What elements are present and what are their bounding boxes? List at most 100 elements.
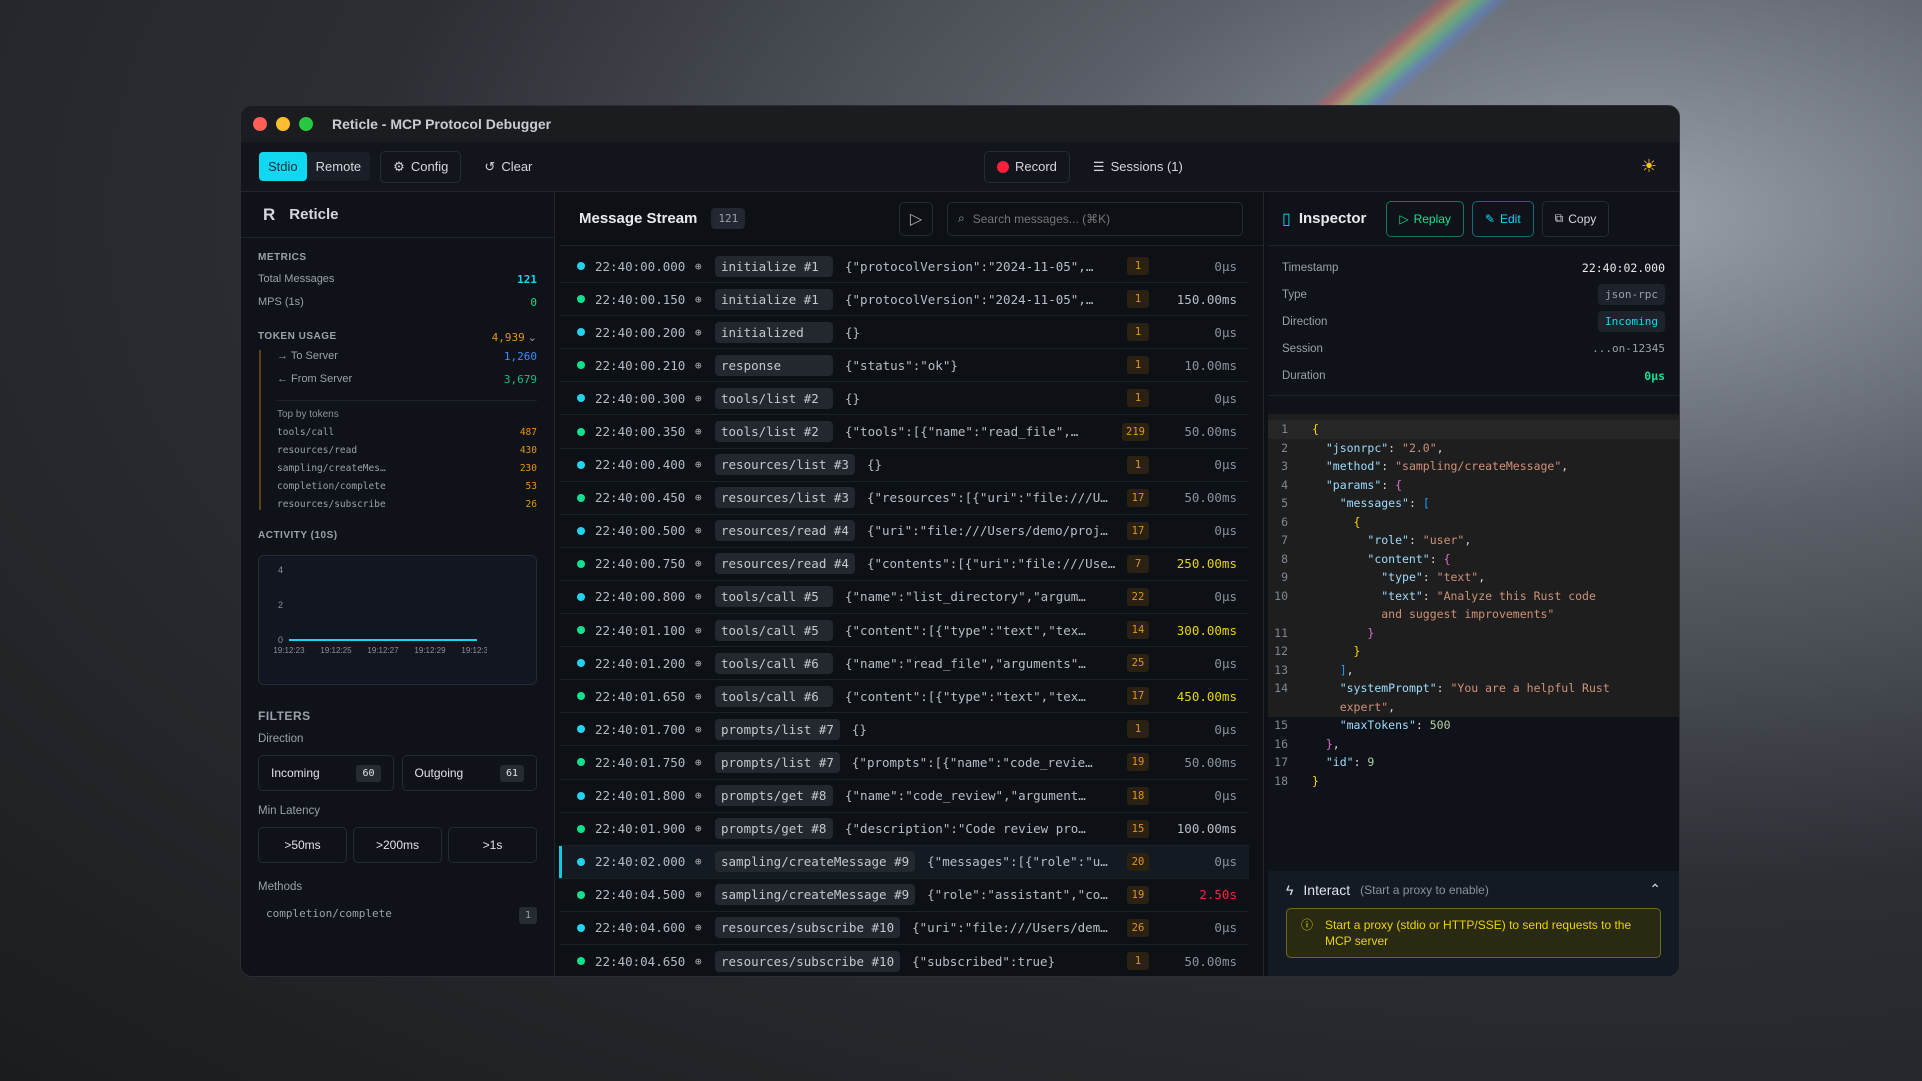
sessions-label: Sessions (1) [1110, 159, 1183, 174]
message-row[interactable]: 22:40:01.650 ⊕ tools/call #6 {"content":… [559, 680, 1249, 714]
message-row[interactable]: 22:40:04.650 ⊕ resources/subscribe #10 {… [559, 945, 1249, 976]
message-row[interactable]: 22:40:04.500 ⊕ sampling/createMessage #9… [559, 879, 1249, 912]
arrow-up-circle-icon: ⊕ [695, 425, 702, 439]
wallpaper-streak [1238, 0, 1562, 110]
row-payload: {"tools":[{"name":"read_file",… [845, 424, 1079, 440]
theme-toggle-sun-icon[interactable]: ☀ [1640, 156, 1657, 176]
row-timestamp: 22:40:00.300 [595, 390, 686, 406]
row-payload: {"role":"assistant","co… [927, 887, 1108, 903]
filter-incoming[interactable]: Incoming 60 [258, 755, 394, 791]
message-row[interactable]: 22:40:00.200 ⊕ initialized {} 1 0µs [559, 316, 1249, 350]
message-row[interactable]: 22:40:00.450 ⊕ resources/list #3 {"resou… [559, 482, 1249, 515]
row-latency: 50.00ms [1184, 953, 1237, 969]
clear-label: Clear [501, 159, 533, 174]
line-content: "systemPrompt": "You are a helpful Rust … [1339, 681, 1610, 714]
arrow-down-circle-icon: ⊕ [695, 789, 702, 803]
message-row[interactable]: 22:40:00.400 ⊕ resources/list #3 {} 1 0µ… [559, 449, 1249, 482]
line-content: ], [1339, 662, 1354, 677]
latency-200ms[interactable]: >200ms [353, 827, 442, 863]
message-row[interactable]: 22:40:01.100 ⊕ tools/call #5 {"content":… [559, 614, 1249, 648]
mode-remote[interactable]: Remote [315, 159, 362, 174]
inspector-panel: ▯ Inspector ▷ Replay ✎ Edit ⧉ Copy Timestam… [1268, 192, 1679, 976]
token-usage-toggle[interactable]: TOKEN USAGE 4,939 ⌄ [258, 331, 537, 344]
method-filter-item[interactable]: completion/complete 1 [258, 907, 537, 924]
copy-label: Copy [1568, 211, 1597, 226]
row-tokens: 1 [1127, 455, 1149, 474]
play-button[interactable]: ▷ [899, 201, 933, 236]
interact-title: Interact [1303, 881, 1351, 898]
x-tick-label: 19:12:27 [367, 646, 399, 655]
line-content: "text": "Analyze this Rust code and sugg… [1381, 588, 1596, 622]
message-row[interactable]: 22:40:00.000 ⊕ initialize #1 {"protocolV… [559, 250, 1249, 284]
message-row[interactable]: 22:40:01.800 ⊕ prompts/get #8 {"name":"c… [559, 780, 1249, 813]
row-method: resources/list #3 [715, 454, 855, 476]
type-label: Type [1282, 288, 1307, 301]
close-button[interactable] [253, 117, 267, 131]
row-latency: 0µs [1214, 721, 1237, 737]
row-timestamp: 22:40:01.700 [595, 721, 686, 737]
message-metadata: Timestamp 22:40:02.000 Type json-rpc Direc… [1268, 246, 1679, 396]
message-row[interactable]: 22:40:01.750 ⊕ prompts/list #7 {"prompts… [559, 746, 1249, 780]
message-row[interactable]: 22:40:00.750 ⊕ resources/read #4 {"conte… [559, 548, 1249, 581]
message-row[interactable]: 22:40:01.200 ⊕ tools/call #6 {"name":"re… [559, 647, 1249, 681]
line-content: "content": { [1367, 551, 1451, 566]
copy-button[interactable]: ⧉ Copy [1541, 200, 1610, 237]
config-button[interactable]: ⚙ Config [380, 150, 462, 183]
outgoing-count: 61 [499, 764, 524, 782]
message-row[interactable]: 22:40:00.300 ⊕ tools/list #2 {} 1 0µs [559, 382, 1249, 416]
row-tokens: 1 [1127, 257, 1149, 276]
code-line: 13 ], [1268, 661, 1679, 680]
line-number: 16 [1274, 736, 1288, 751]
chevron-up-icon[interactable]: ⌃ [1649, 881, 1661, 897]
maximize-button[interactable] [299, 117, 313, 131]
code-line: 4 "params": { [1268, 476, 1679, 495]
line-number: 5 [1281, 496, 1288, 510]
direction-dot [577, 824, 585, 833]
mode-stdio[interactable]: Stdio [259, 152, 307, 181]
sessions-button[interactable]: ☰ Sessions (1) [1080, 151, 1196, 183]
filter-outgoing[interactable]: Outgoing 61 [401, 755, 537, 791]
replay-button[interactable]: ▷ Replay [1386, 200, 1464, 237]
message-row[interactable]: 22:40:02.000 ⊕ sampling/createMessage #9… [559, 845, 1249, 879]
x-tick-label: 19:12:25 [320, 646, 352, 655]
x-tick-label: 19:12:23 [273, 646, 305, 655]
search-input[interactable] [972, 211, 1213, 226]
json-code-viewer[interactable]: 1{2 "jsonrpc": "2.0", 3 "method": "sampli… [1268, 414, 1679, 788]
line-number: 13 [1274, 662, 1288, 677]
row-tokens: 17 [1127, 488, 1149, 507]
line-number: 7 [1281, 533, 1288, 547]
message-row[interactable]: 22:40:00.150 ⊕ initialize #1 {"protocolV… [559, 283, 1249, 317]
message-row[interactable]: 22:40:01.700 ⊕ prompts/list #7 {} 1 0µs [559, 713, 1249, 747]
row-latency: 150.00ms [1176, 291, 1237, 307]
line-number: 14 [1274, 681, 1288, 695]
code-line: 7 "role": "user", [1268, 531, 1679, 550]
edit-button[interactable]: ✎ Edit [1471, 200, 1534, 237]
latency-50ms[interactable]: >50ms [258, 827, 347, 863]
message-row[interactable]: 22:40:01.900 ⊕ prompts/get #8 {"descript… [559, 813, 1249, 846]
message-row[interactable]: 22:40:00.800 ⊕ tools/call #5 {"name":"li… [559, 581, 1249, 615]
record-button[interactable]: Record [984, 150, 1070, 183]
row-latency: 300.00ms [1176, 622, 1237, 638]
top-token-method: resources/read [277, 445, 358, 456]
row-method: resources/read #4 [715, 520, 855, 542]
arrow-up-circle-icon: ⊕ [695, 358, 702, 372]
mps-label: MPS (1s) [258, 296, 304, 308]
code-line: 2 "jsonrpc": "2.0", [1268, 439, 1679, 458]
y-tick-label: 2 [278, 600, 283, 610]
direction-dot [577, 592, 585, 601]
latency-1s[interactable]: >1s [448, 827, 537, 863]
message-row[interactable]: 22:40:00.210 ⊕ response {"status":"ok"} … [559, 349, 1249, 383]
brand: R Reticle [241, 192, 554, 238]
minimize-button[interactable] [276, 117, 290, 131]
arrow-down-circle-icon: ⊕ [695, 921, 702, 935]
row-latency: 100.00ms [1176, 821, 1237, 837]
row-latency: 0µs [1214, 854, 1237, 870]
message-row[interactable]: 22:40:00.350 ⊕ tools/list #2 {"tools":[{… [559, 415, 1249, 449]
direction-dot [577, 659, 585, 668]
line-number: 4 [1281, 477, 1288, 492]
clear-button[interactable]: ↺ Clear [471, 151, 545, 183]
arrow-down-circle-icon: ⊕ [695, 325, 702, 339]
message-row[interactable]: 22:40:00.500 ⊕ resources/read #4 {"uri":… [559, 515, 1249, 548]
mode-toggle: Stdio Remote [259, 152, 371, 181]
message-row[interactable]: 22:40:04.600 ⊕ resources/subscribe #10 {… [559, 912, 1249, 945]
